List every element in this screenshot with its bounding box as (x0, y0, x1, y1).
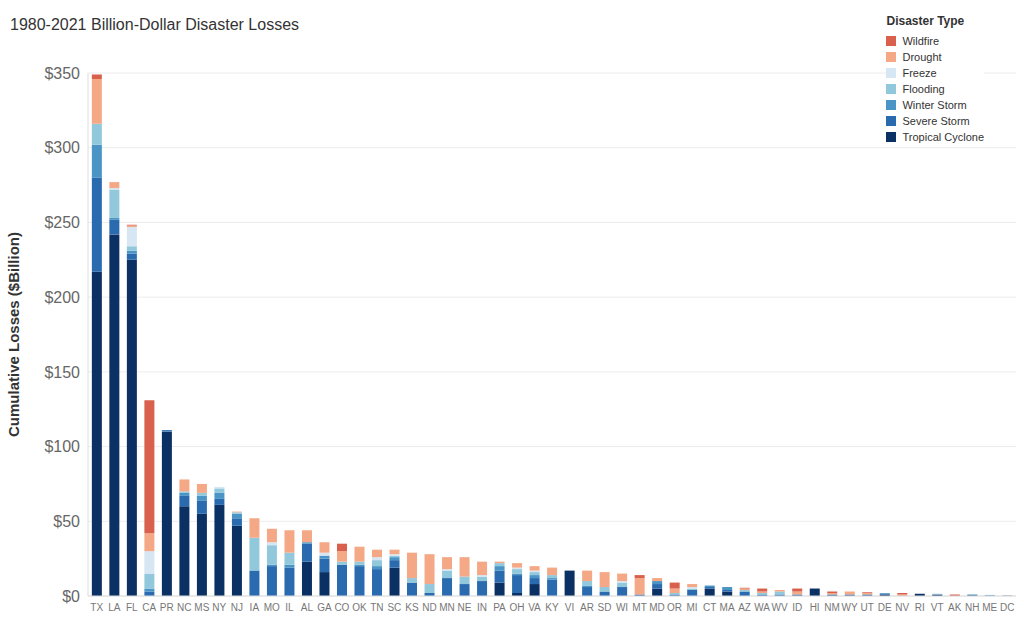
svg-text:$100: $100 (44, 438, 80, 455)
html-text:Wildfire: Wildfire (902, 35, 940, 47)
svg-text:WI: WI (616, 602, 628, 613)
svg-text:AK: AK (948, 602, 962, 613)
svg-text:CT: CT (703, 602, 716, 613)
svg-text:LA: LA (108, 602, 121, 613)
svg-text:IN: IN (477, 602, 487, 613)
svg-text:TN: TN (370, 602, 383, 613)
svg-text:NJ: NJ (231, 602, 243, 613)
svg-text:$150: $150 (44, 364, 80, 381)
svg-text:WA: WA (754, 602, 770, 613)
svg-text:VI: VI (565, 602, 574, 613)
html-text:1980-2021 Billion-Dollar Disas: 1980-2021 Billion-Dollar Disaster Losses (10, 16, 299, 33)
html-text:Winter Storm: Winter Storm (902, 99, 967, 111)
svg-text:RI: RI (915, 602, 925, 613)
svg-text:$0: $0 (62, 588, 80, 605)
svg-text:NC: NC (177, 602, 191, 613)
svg-text:UT: UT (860, 602, 873, 613)
svg-text:WV: WV (772, 602, 788, 613)
svg-text:CA: CA (142, 602, 156, 613)
svg-text:HI: HI (810, 602, 820, 613)
svg-text:IL: IL (285, 602, 294, 613)
svg-text:AL: AL (301, 602, 314, 613)
svg-text:NH: NH (965, 602, 979, 613)
html-text:Drought: Drought (902, 51, 942, 63)
svg-text:ID: ID (792, 602, 802, 613)
svg-text:MI: MI (687, 602, 698, 613)
svg-text:$200: $200 (44, 289, 80, 306)
svg-text:PR: PR (160, 602, 174, 613)
svg-text:SD: SD (598, 602, 612, 613)
svg-text:MT: MT (632, 602, 646, 613)
svg-text:GA: GA (317, 602, 332, 613)
svg-text:VT: VT (931, 602, 944, 613)
svg-text:$300: $300 (44, 139, 80, 156)
svg-text:MA: MA (720, 602, 735, 613)
svg-text:AZ: AZ (738, 602, 751, 613)
svg-text:MS: MS (194, 602, 209, 613)
svg-text:PA: PA (493, 602, 506, 613)
svg-text:OR: OR (667, 602, 682, 613)
svg-text:VA: VA (528, 602, 541, 613)
svg-text:MN: MN (439, 602, 455, 613)
svg-text:DC: DC (1000, 602, 1014, 613)
svg-text:$350: $350 (44, 65, 80, 82)
svg-text:WY: WY (842, 602, 858, 613)
svg-text:MD: MD (649, 602, 665, 613)
svg-text:NM: NM (824, 602, 840, 613)
svg-text:TX: TX (90, 602, 103, 613)
svg-text:IA: IA (250, 602, 260, 613)
svg-text:ND: ND (422, 602, 436, 613)
svg-text:ME: ME (982, 602, 997, 613)
svg-text:SC: SC (387, 602, 401, 613)
svg-text:FL: FL (126, 602, 138, 613)
svg-text:KY: KY (545, 602, 559, 613)
svg-text:OH: OH (509, 602, 524, 613)
html-text:Flooding: Flooding (902, 83, 945, 95)
svg-text:KS: KS (405, 602, 419, 613)
svg-text:NE: NE (457, 602, 471, 613)
html-text:Freeze: Freeze (902, 67, 937, 79)
svg-text:CO: CO (334, 602, 349, 613)
svg-text:$50: $50 (53, 513, 80, 530)
svg-text:MO: MO (264, 602, 280, 613)
html-text:Tropical Cyclone: Tropical Cyclone (902, 131, 984, 143)
svg-text:AR: AR (580, 602, 594, 613)
svg-text:NY: NY (212, 602, 226, 613)
svg-text:OK: OK (352, 602, 367, 613)
svg-text:DE: DE (878, 602, 892, 613)
svg-text:$250: $250 (44, 214, 80, 231)
svg-text:Cumulative Losses ($Billion): Cumulative Losses ($Billion) (8, 232, 22, 437)
html-text:Disaster Type: Disaster Type (886, 14, 965, 28)
svg-text:NV: NV (895, 602, 909, 613)
html-text:Severe Storm: Severe Storm (902, 115, 970, 127)
